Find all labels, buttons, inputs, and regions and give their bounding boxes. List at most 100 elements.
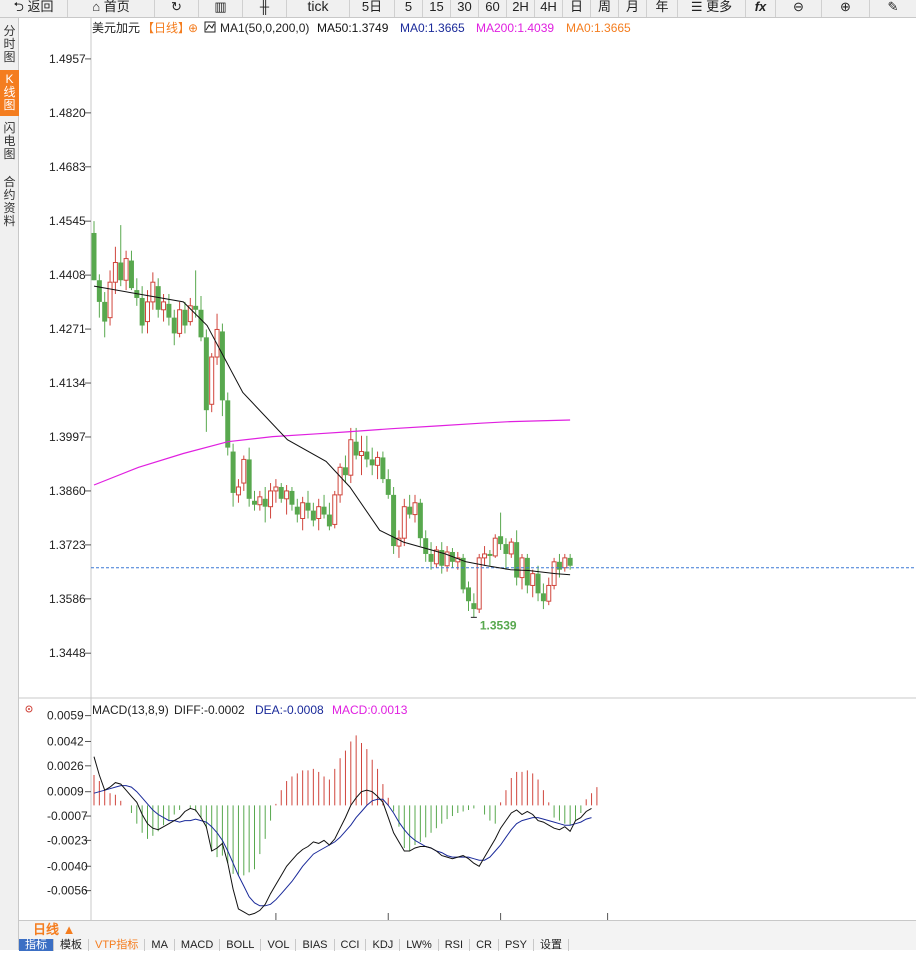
period-2h-button[interactable]: 2H	[507, 0, 535, 17]
period-4h-button[interactable]: 4H	[535, 0, 563, 17]
period-week-button[interactable]: 周	[591, 0, 619, 17]
tab-kdj[interactable]: KDJ	[366, 939, 401, 951]
period-selector-button[interactable]: 日线 ▲	[33, 922, 76, 937]
tab-cr[interactable]: CR	[470, 939, 499, 951]
period-15m-button[interactable]: 15	[423, 0, 451, 17]
date-tick-label: 2025/04	[258, 919, 302, 920]
macd-dea-label: DEA:-0.0008	[255, 703, 324, 717]
macd-dea-line	[93, 785, 592, 907]
more-button[interactable]: ☰ 更多	[678, 0, 746, 17]
candle-body	[503, 544, 509, 554]
tab-vtp[interactable]: VTP指标	[89, 939, 146, 951]
chart-area[interactable]: 美元加元 【日线】 ⊕ MA1(50,0,200,0) MA50:1.3749 …	[19, 18, 916, 920]
back-label: 返回	[27, 0, 54, 14]
macd-tick-label: 0.0059	[47, 709, 84, 723]
candle-body	[524, 557, 530, 586]
candle-body	[460, 557, 466, 590]
candle-body	[246, 459, 252, 499]
tab-lw[interactable]: LW%	[400, 939, 439, 951]
candle-body	[369, 459, 375, 466]
tab-indicator[interactable]: 指标	[19, 939, 54, 951]
sidebar-item-timeline[interactable]: 分时图	[0, 24, 19, 66]
period-month-button[interactable]: 月	[619, 0, 647, 17]
zoom-in-button[interactable]: ⊕	[822, 0, 870, 17]
macd-tick-label: 0.0026	[47, 759, 84, 773]
candle-body	[198, 309, 204, 338]
macd-title: MACD(13,8,9)	[92, 703, 169, 717]
period-5d-label: 5日	[361, 0, 383, 14]
candle-body	[112, 262, 118, 283]
sidebar-item-label: 闪电图	[3, 121, 16, 161]
ma200-line	[93, 419, 571, 486]
tab-vol[interactable]: VOL	[261, 939, 297, 951]
macd-tick-label: 0.0009	[47, 785, 84, 799]
refresh-button[interactable]: ↻	[155, 0, 199, 17]
zoom-out-button[interactable]: ⊖	[776, 0, 822, 17]
tab-ma[interactable]: MA	[145, 939, 175, 951]
candle-body	[535, 573, 541, 594]
bar-chart-button[interactable]: ▥	[199, 0, 243, 17]
candle-body	[342, 467, 348, 476]
macd-diff-line	[93, 756, 592, 916]
candle-body	[359, 451, 364, 456]
candle-body	[96, 280, 102, 302]
sidebar-item-flash[interactable]: 闪电图	[0, 120, 19, 166]
period-5d-button[interactable]: 5日	[350, 0, 395, 17]
period-60m-button[interactable]: 60	[479, 0, 507, 17]
price-tick-label: 1.4957	[49, 52, 86, 66]
tab-rsi[interactable]: RSI	[439, 939, 471, 951]
price-tick-label: 1.4134	[49, 376, 86, 390]
candle-body	[252, 500, 257, 505]
macd-tick-label: -0.0007	[47, 809, 88, 823]
candlestick-icon: ╫	[259, 0, 270, 14]
period-15m-label: 15	[429, 0, 444, 14]
candle-body	[177, 309, 183, 334]
candle-body	[209, 356, 215, 405]
tab-bias[interactable]: BIAS	[296, 939, 335, 951]
candle-body	[161, 301, 167, 311]
draw-button[interactable]: ✎	[870, 0, 916, 17]
sidebar-item-label: 分时图	[3, 24, 16, 64]
candle-chart-button[interactable]: ╫	[243, 0, 287, 17]
period-60m-label: 60	[485, 0, 500, 14]
candle-body	[391, 494, 397, 547]
candle-body	[284, 490, 290, 500]
tick-button[interactable]: tick	[287, 0, 350, 17]
sidebar-item-contract[interactable]: 合约资料	[0, 174, 19, 232]
back-button[interactable]: ⮌ 返回	[0, 0, 68, 17]
tab-settings[interactable]: 设置	[534, 939, 569, 951]
back-arrow-icon: ⮌	[13, 0, 24, 14]
home-icon: ⌂	[92, 0, 101, 14]
function-icon: fx	[754, 0, 767, 14]
candle-body	[514, 542, 520, 578]
candle-body	[375, 456, 381, 466]
tab-psy[interactable]: PSY	[499, 939, 534, 951]
candle-body	[428, 553, 434, 562]
formula-button[interactable]: fx	[746, 0, 776, 17]
candle-body	[123, 258, 129, 281]
candle-body	[241, 458, 247, 484]
macd-settings-icon[interactable]	[25, 705, 33, 713]
period-4h-label: 4H	[540, 0, 557, 14]
indicator-toggle-icon[interactable]	[204, 21, 216, 33]
period-5m-button[interactable]: 5	[395, 0, 423, 17]
price-tick-label: 1.3723	[49, 538, 86, 552]
tab-template[interactable]: 模板	[54, 939, 89, 951]
period-30m-button[interactable]: 30	[451, 0, 479, 17]
home-button[interactable]: ⌂ 首页	[68, 0, 155, 17]
candle-body	[562, 557, 568, 569]
candle-body	[128, 260, 134, 289]
period-year-button[interactable]: 年	[647, 0, 678, 17]
candle-body	[487, 553, 493, 556]
candle-body	[305, 502, 311, 511]
tab-macd[interactable]: MACD	[175, 939, 221, 951]
candle-body	[316, 506, 322, 519]
sidebar-item-kline[interactable]: K线图	[0, 70, 19, 116]
period-day-button[interactable]: 日	[563, 0, 591, 17]
period-5m-label: 5	[404, 0, 413, 14]
tab-cci[interactable]: CCI	[335, 939, 367, 951]
settings-icon[interactable]: ⊕	[188, 21, 198, 35]
macd-plot	[93, 735, 598, 916]
date-x-axis: 2025/04 2025/05 2025/06 2025/07	[258, 913, 633, 920]
tab-boll[interactable]: BOLL	[220, 939, 262, 951]
